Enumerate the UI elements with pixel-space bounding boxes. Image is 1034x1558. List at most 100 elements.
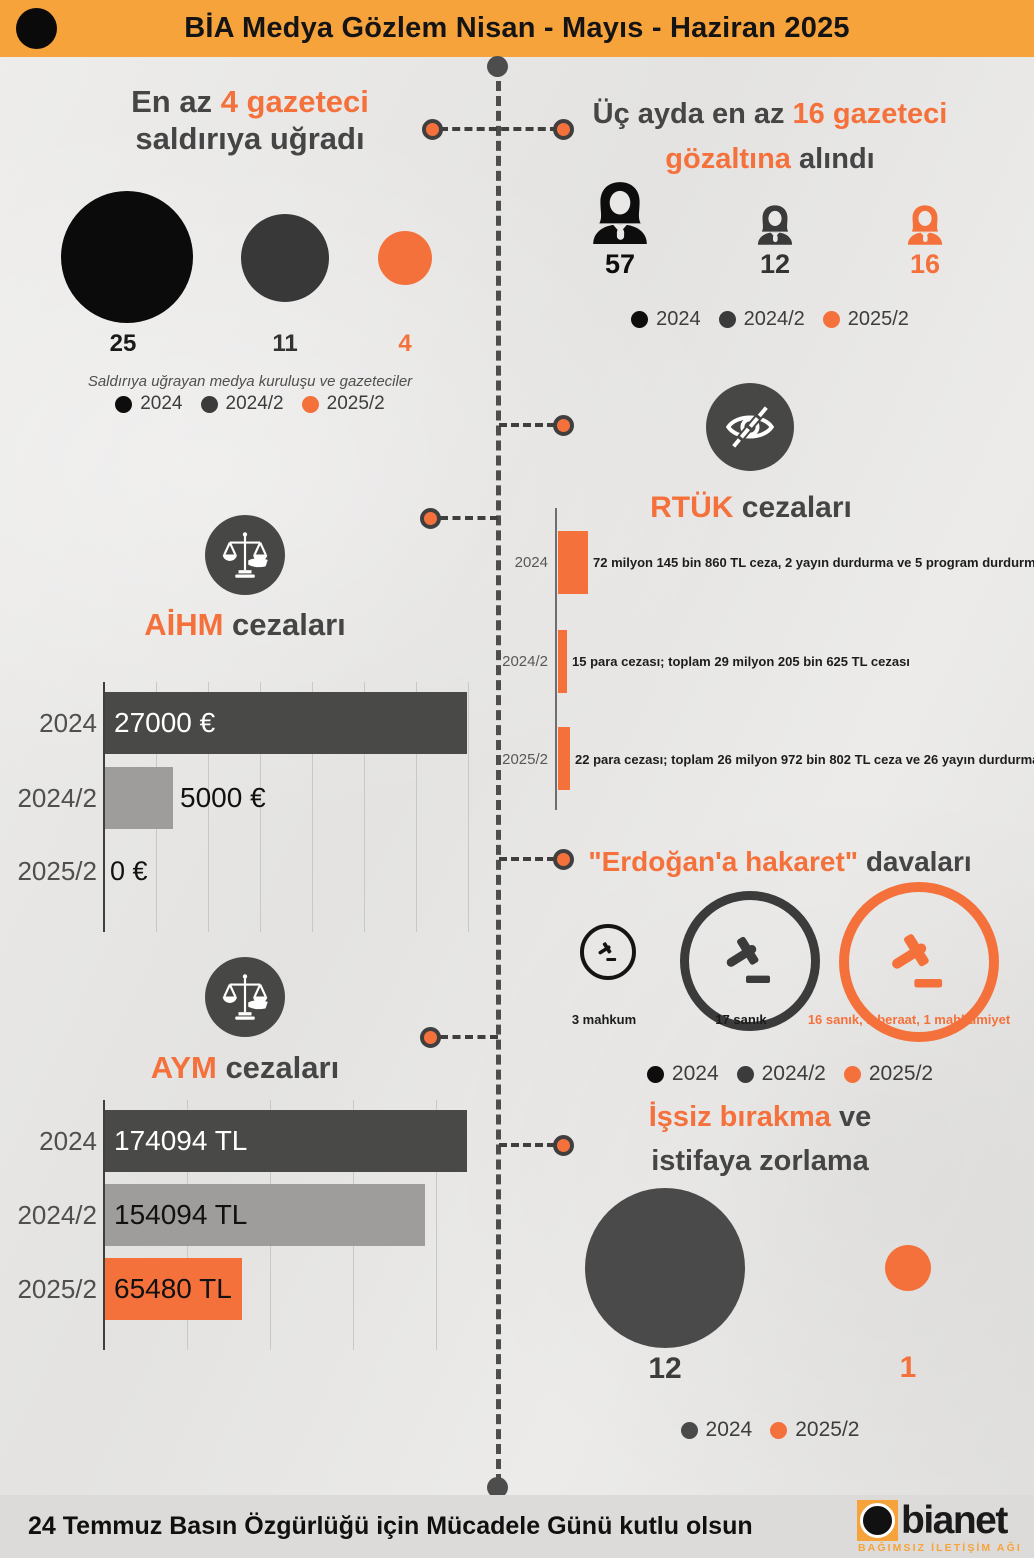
attacks-bubble-2024 xyxy=(61,191,193,323)
bianet-logo-row: bianet xyxy=(857,1500,1022,1541)
erdogan-title: "Erdoğan'a hakaret" davaları xyxy=(565,844,995,880)
scales-hand-icon xyxy=(205,515,285,595)
branch-dot-aihm xyxy=(420,508,441,529)
bia-dot-icon xyxy=(16,8,57,49)
branch-dot-unemployment xyxy=(553,1135,574,1156)
legend-dot-2024 xyxy=(115,395,133,413)
detentions-title: Üç ayda en az 16 gazeteci gözaltına alın… xyxy=(545,92,995,182)
detentions-title-pre: Üç ayda en az xyxy=(592,98,793,130)
erdogan-title-highlight: "Erdoğan'a hakaret" xyxy=(588,846,859,877)
aihm-zero-label: 0 € xyxy=(110,856,148,886)
rtuk-title-rest: cezaları xyxy=(733,491,852,524)
aym-year-2025-2: 2025/2 xyxy=(17,1274,97,1304)
eye-off-icon xyxy=(706,383,794,471)
legend-label: 2025/2 xyxy=(326,393,385,414)
attacks-value-2024-2: 11 xyxy=(272,330,298,357)
legend-dot-2024-2 xyxy=(200,395,218,413)
aym-title-highlight: AYM xyxy=(150,1050,217,1085)
bianet-dot-icon xyxy=(860,1503,895,1538)
aym-year-2024-2: 2024/2 xyxy=(17,1200,97,1230)
legend-item: 2024/2 xyxy=(200,393,284,415)
attacks-title-pre: En az xyxy=(131,84,221,119)
legend-dot-2024 xyxy=(631,311,649,328)
legend-label: 2025/2 xyxy=(795,1418,860,1441)
legend-label: 2024/2 xyxy=(761,1062,826,1085)
detentions-group-2024-2: 12 xyxy=(715,176,835,280)
rtuk-year-2024-2: 2024/2 xyxy=(502,653,548,670)
branch-unemployment xyxy=(499,1143,555,1147)
rtuk-bar-2024 xyxy=(558,531,588,594)
legend-label: 2025/2 xyxy=(847,308,909,330)
gavel-icon xyxy=(680,891,820,1031)
aihm-year-2025-2: 2025/2 xyxy=(17,856,97,886)
legend-label: 2024 xyxy=(656,308,701,330)
legend-dot-2025-2 xyxy=(770,1421,788,1439)
legend-label: 2024/2 xyxy=(743,308,805,330)
detentions-value-2025-2: 16 xyxy=(909,249,941,279)
legend-dot-2024-2 xyxy=(718,311,736,328)
detentions-group-2024: 57 xyxy=(560,176,680,280)
erdogan-label-2024: 3 mahkum xyxy=(571,1012,637,1027)
legend-item: 2024 xyxy=(680,1418,753,1442)
unemployment-legend: 2024 2025/2 xyxy=(600,1418,940,1442)
erdogan-label-2025-2: 16 sanık, 1 beraat, 1 mahkumiyet xyxy=(807,1012,1011,1027)
detentions-value-2024-2: 12 xyxy=(759,249,791,279)
unemployment-title: İşsiz bırakma ve istifaya zorlama xyxy=(600,1096,920,1183)
legend-label: 2025/2 xyxy=(868,1062,934,1085)
branch-dot-erdogan xyxy=(553,849,574,870)
detentions-title-line2-rest: alındı xyxy=(790,142,875,175)
rtuk-title-highlight: RTÜK xyxy=(650,491,734,524)
attacks-legend: 2024 2024/2 2025/2 xyxy=(75,393,425,415)
journalist-icon xyxy=(754,176,796,246)
legend-label: 2024 xyxy=(705,1418,753,1441)
attacks-value-2024: 25 xyxy=(109,330,137,357)
aihm-year-2024: 2024 xyxy=(39,708,97,738)
aihm-year-2024-2: 2024/2 xyxy=(17,783,97,813)
bianet-tagline: BAĞIMSIZ İLETİŞİM AĞI xyxy=(858,1542,1022,1554)
branch-dot-rtuk xyxy=(553,415,574,436)
unemployment-bubble-2025-2 xyxy=(885,1245,931,1291)
detentions-group-2025-2: 16 xyxy=(865,176,985,280)
attacks-title-highlight: 4 gazeteci xyxy=(220,84,369,119)
legend-dot-2024-2 xyxy=(736,1065,754,1083)
legend-label: 2024 xyxy=(671,1062,719,1085)
gavel-icon xyxy=(580,924,636,980)
page-title: BİA Medya Gözlem Nisan - Mayıs - Haziran… xyxy=(184,12,850,44)
legend-item: 2024 xyxy=(631,308,701,331)
legend-dot-2025-2 xyxy=(843,1065,861,1083)
detentions-legend: 2024 2024/2 2025/2 xyxy=(545,308,995,331)
rtuk-desc-2025-2: 22 para cezası; toplam 26 milyon 972 bin… xyxy=(575,752,1034,767)
gavel-icon xyxy=(839,882,999,1042)
rtuk-year-2024: 2024 xyxy=(514,554,548,571)
legend-dot-2024 xyxy=(646,1065,664,1083)
aym-year-2024: 2024 xyxy=(39,1126,97,1156)
attacks-title-line2: saldırıya uğradı xyxy=(135,120,365,156)
legend-dot-2025-2 xyxy=(822,311,840,328)
detentions-title-highlight: 16 gazeteci xyxy=(792,98,948,130)
aym-title-rest: cezaları xyxy=(216,1050,340,1085)
unemployment-value-2025-2: 1 xyxy=(899,1351,917,1384)
bianet-wordmark: bianet xyxy=(901,1499,1008,1542)
journalist-icon xyxy=(904,176,946,246)
branch-aihm xyxy=(440,516,498,520)
legend-item: 2024/2 xyxy=(718,308,805,331)
legend-item: 2025/2 xyxy=(822,308,909,331)
attacks-title: En az 4 gazeteci saldırıya uğradı xyxy=(85,84,415,157)
legend-item: 2025/2 xyxy=(843,1062,934,1086)
legend-item: 2025/2 xyxy=(770,1418,859,1442)
legend-label: 2024/2 xyxy=(225,393,284,414)
aym-title: AYM cezaları xyxy=(95,1048,395,1088)
aihm-title-rest: cezaları xyxy=(223,607,346,642)
aym-bar-2024-2: 154094 TL xyxy=(105,1184,425,1246)
aym-bar-2025-2: 65480 TL xyxy=(105,1258,242,1320)
erdogan-label-2024-2: 17 sanık xyxy=(715,1012,767,1027)
detentions-value-2024: 57 xyxy=(604,249,636,279)
aihm-bar-label: 27000 € xyxy=(114,707,216,738)
branch-dot-detentions xyxy=(553,119,574,140)
legend-dot-2024 xyxy=(680,1421,698,1439)
detentions-title-line2-highlight: gözaltına xyxy=(665,142,791,175)
bianet-logo-icon xyxy=(857,1500,898,1541)
scales-hand-icon xyxy=(205,957,285,1037)
legend-item: 2024/2 xyxy=(736,1062,826,1086)
